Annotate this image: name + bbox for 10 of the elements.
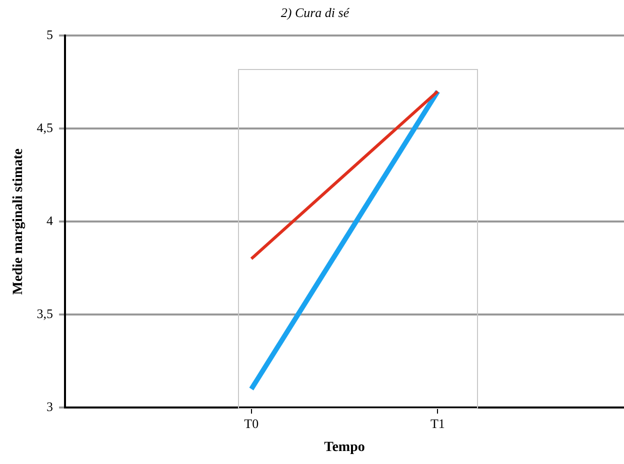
chart-title: 2) Cura di sé: [280, 5, 350, 20]
x-axis-title: Tempo: [324, 440, 365, 456]
x-tick-label: T1: [430, 416, 445, 431]
y-tick-label: 4: [46, 213, 54, 228]
y-tick-label: 3: [46, 399, 54, 414]
y-tick-label: 3,5: [36, 306, 54, 322]
y-tick-label: 4,5: [36, 120, 54, 136]
x-tick-label: T0: [244, 416, 259, 431]
y-axis-title: Medie marginali stimate: [11, 148, 26, 295]
y-tick-label: 5: [46, 27, 54, 42]
